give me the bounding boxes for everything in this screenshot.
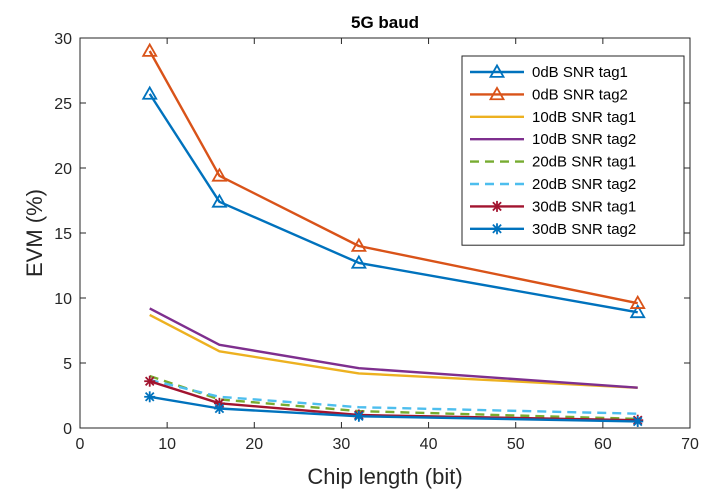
legend-label-3: 10dB SNR tag2 [532,131,636,148]
data-point-marker [141,42,158,57]
series-line-0 [148,93,638,314]
x-tick-label: 0 [76,436,85,453]
x-tick-label: 70 [681,436,699,453]
star-stroke [144,392,155,402]
x-tick-label: 20 [245,436,263,453]
plot-series [141,42,646,427]
series-line-6 [149,380,638,422]
data-point-marker [350,237,367,252]
data-point-marker [629,294,646,309]
data-point-marker [632,416,644,427]
y-tick-label: 30 [54,31,72,48]
series-line-3 [149,307,638,389]
y-tick-label: 20 [54,161,72,178]
legend-marker [488,86,506,101]
data-point-marker [211,193,228,208]
data-point-marker [629,303,646,319]
y-tick-label: 25 [54,96,72,113]
legend: 0dB SNR tag1 0dB SNR tag2 10dB SNR tag1 10d… [461,55,685,246]
legend-marker [488,63,506,78]
series-line-1 [148,50,638,305]
star-stroke [492,201,502,212]
x-tick-label: 50 [507,436,525,453]
legend-label-2: 10dB SNR tag1 [532,109,636,126]
data-point-marker [144,375,156,387]
series-line-2 [149,313,638,389]
x-tick-label: 40 [420,436,438,453]
y-axis-label: EVM (%) [22,189,47,277]
star-stroke [492,224,502,234]
y-tick-label: 5 [63,356,72,373]
data-point-marker [213,403,225,414]
star-stroke [632,416,643,427]
x-tick-label: 60 [594,436,612,453]
data-point-marker [211,167,228,182]
x-tick-label: 10 [158,436,176,453]
axes: 0 10 20 30 40 50 60 70 0 5 10 15 20 25 30 [54,31,699,453]
y-tick-label: 10 [54,291,72,308]
data-point-marker [144,391,156,403]
data-point-marker [141,85,158,100]
x-tick-label: 30 [333,436,351,453]
legend-box [461,55,685,246]
star-stroke [214,403,225,414]
series-line-5 [149,378,638,415]
y-tick-label: 15 [54,226,72,243]
star-stroke [354,411,364,422]
legend-label-5: 20dB SNR tag2 [532,176,636,193]
legend-label-6: 30dB SNR tag1 [532,198,636,215]
data-point-marker [353,410,365,422]
data-point-marker [350,254,367,269]
legend-label-4: 20dB SNR tag1 [532,154,636,171]
legend-marker [491,223,503,235]
legend-marker [491,200,503,212]
legend-label-1: 0dB SNR tag2 [532,86,628,103]
chart-title: 5G baud [351,13,419,32]
legend-label-7: 30dB SNR tag2 [532,221,636,238]
x-axis-label: Chip length (bit) [307,464,462,489]
star-stroke [144,376,155,386]
legend-label-0: 0dB SNR tag1 [532,64,628,81]
y-tick-label: 0 [63,421,72,438]
series-line-7 [149,395,638,423]
